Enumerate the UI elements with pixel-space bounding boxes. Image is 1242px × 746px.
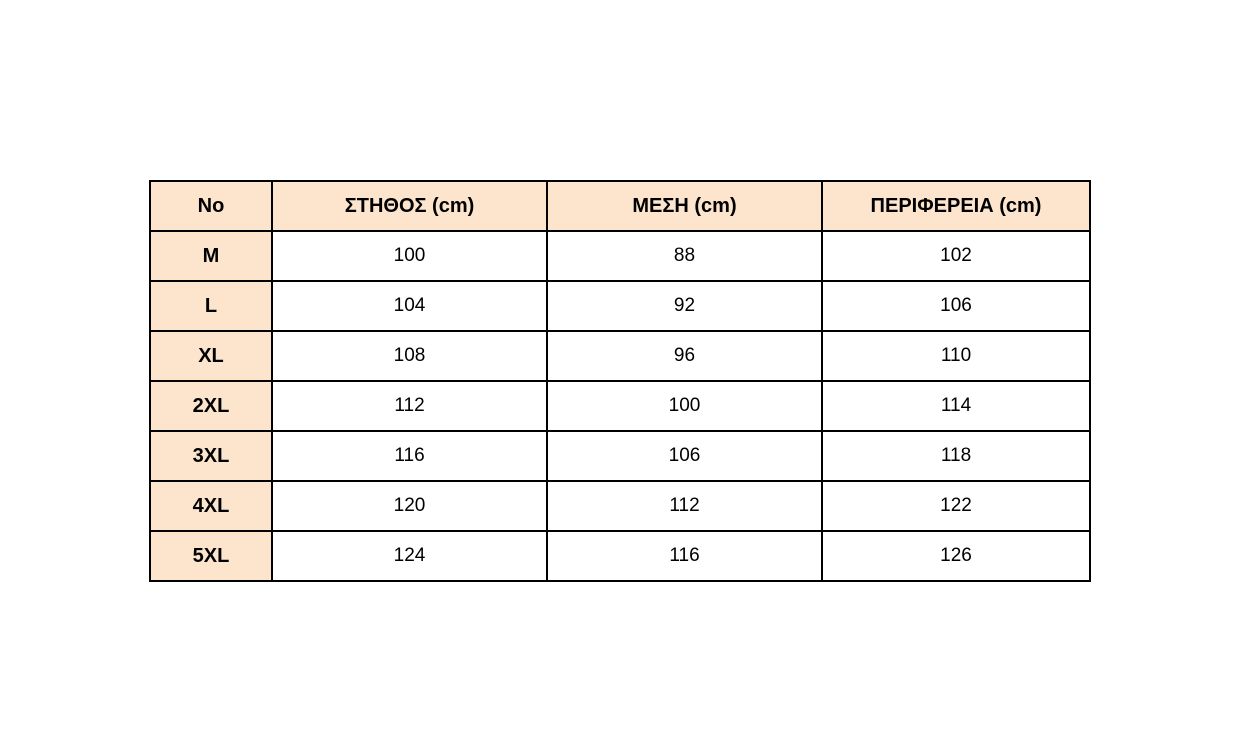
size-chart-table: No ΣΤΗΘΟΣ (cm) ΜΕΣΗ (cm) ΠΕΡΙΦΕΡΕΙΑ (cm)… [149, 180, 1091, 582]
table-row: 5XL 124 116 126 [149, 530, 1091, 582]
header-cell-waist: ΜΕΣΗ (cm) [546, 180, 823, 232]
size-label: L [149, 280, 273, 332]
size-label: 5XL [149, 530, 273, 582]
chest-value: 108 [271, 330, 548, 382]
size-label: 3XL [149, 430, 273, 482]
header-row: No ΣΤΗΘΟΣ (cm) ΜΕΣΗ (cm) ΠΕΡΙΦΕΡΕΙΑ (cm) [149, 180, 1091, 232]
waist-value: 88 [546, 230, 823, 282]
header-cell-hips: ΠΕΡΙΦΕΡΕΙΑ (cm) [821, 180, 1091, 232]
table-row: 3XL 116 106 118 [149, 430, 1091, 482]
size-label: XL [149, 330, 273, 382]
hips-value: 118 [821, 430, 1091, 482]
chest-value: 120 [271, 480, 548, 532]
hips-value: 114 [821, 380, 1091, 432]
chest-value: 112 [271, 380, 548, 432]
hips-value: 102 [821, 230, 1091, 282]
waist-value: 106 [546, 430, 823, 482]
header-cell-chest: ΣΤΗΘΟΣ (cm) [271, 180, 548, 232]
header-cell-no: No [149, 180, 273, 232]
waist-value: 96 [546, 330, 823, 382]
chest-value: 100 [271, 230, 548, 282]
table-row: 2XL 112 100 114 [149, 380, 1091, 432]
table-row: L 104 92 106 [149, 280, 1091, 332]
waist-value: 112 [546, 480, 823, 532]
hips-value: 126 [821, 530, 1091, 582]
waist-value: 92 [546, 280, 823, 332]
size-label: 2XL [149, 380, 273, 432]
waist-value: 100 [546, 380, 823, 432]
hips-value: 122 [821, 480, 1091, 532]
waist-value: 116 [546, 530, 823, 582]
size-label: 4XL [149, 480, 273, 532]
size-label: M [149, 230, 273, 282]
chest-value: 116 [271, 430, 548, 482]
table-row: M 100 88 102 [149, 230, 1091, 282]
hips-value: 106 [821, 280, 1091, 332]
hips-value: 110 [821, 330, 1091, 382]
table-row: 4XL 120 112 122 [149, 480, 1091, 532]
chest-value: 104 [271, 280, 548, 332]
chest-value: 124 [271, 530, 548, 582]
table-row: XL 108 96 110 [149, 330, 1091, 382]
